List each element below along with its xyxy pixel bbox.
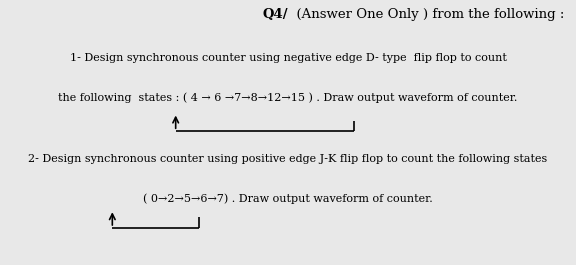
Text: ( 0→2→5→6→7) . Draw output waveform of counter.: ( 0→2→5→6→7) . Draw output waveform of c… <box>143 193 433 204</box>
Text: Q4/: Q4/ <box>263 8 288 21</box>
Text: 1- Design synchronous counter using negative edge D- type  flip flop to count: 1- Design synchronous counter using nega… <box>70 53 506 63</box>
Text: the following  states : ( 4 → 6 →7→8→12→15 ) . Draw output waveform of counter.: the following states : ( 4 → 6 →7→8→12→1… <box>58 93 518 103</box>
Text: 2- Design synchronous counter using positive edge J-K flip flop to count the fol: 2- Design synchronous counter using posi… <box>28 154 548 164</box>
Text: (Answer One Only ) from the following :: (Answer One Only ) from the following : <box>288 8 564 21</box>
